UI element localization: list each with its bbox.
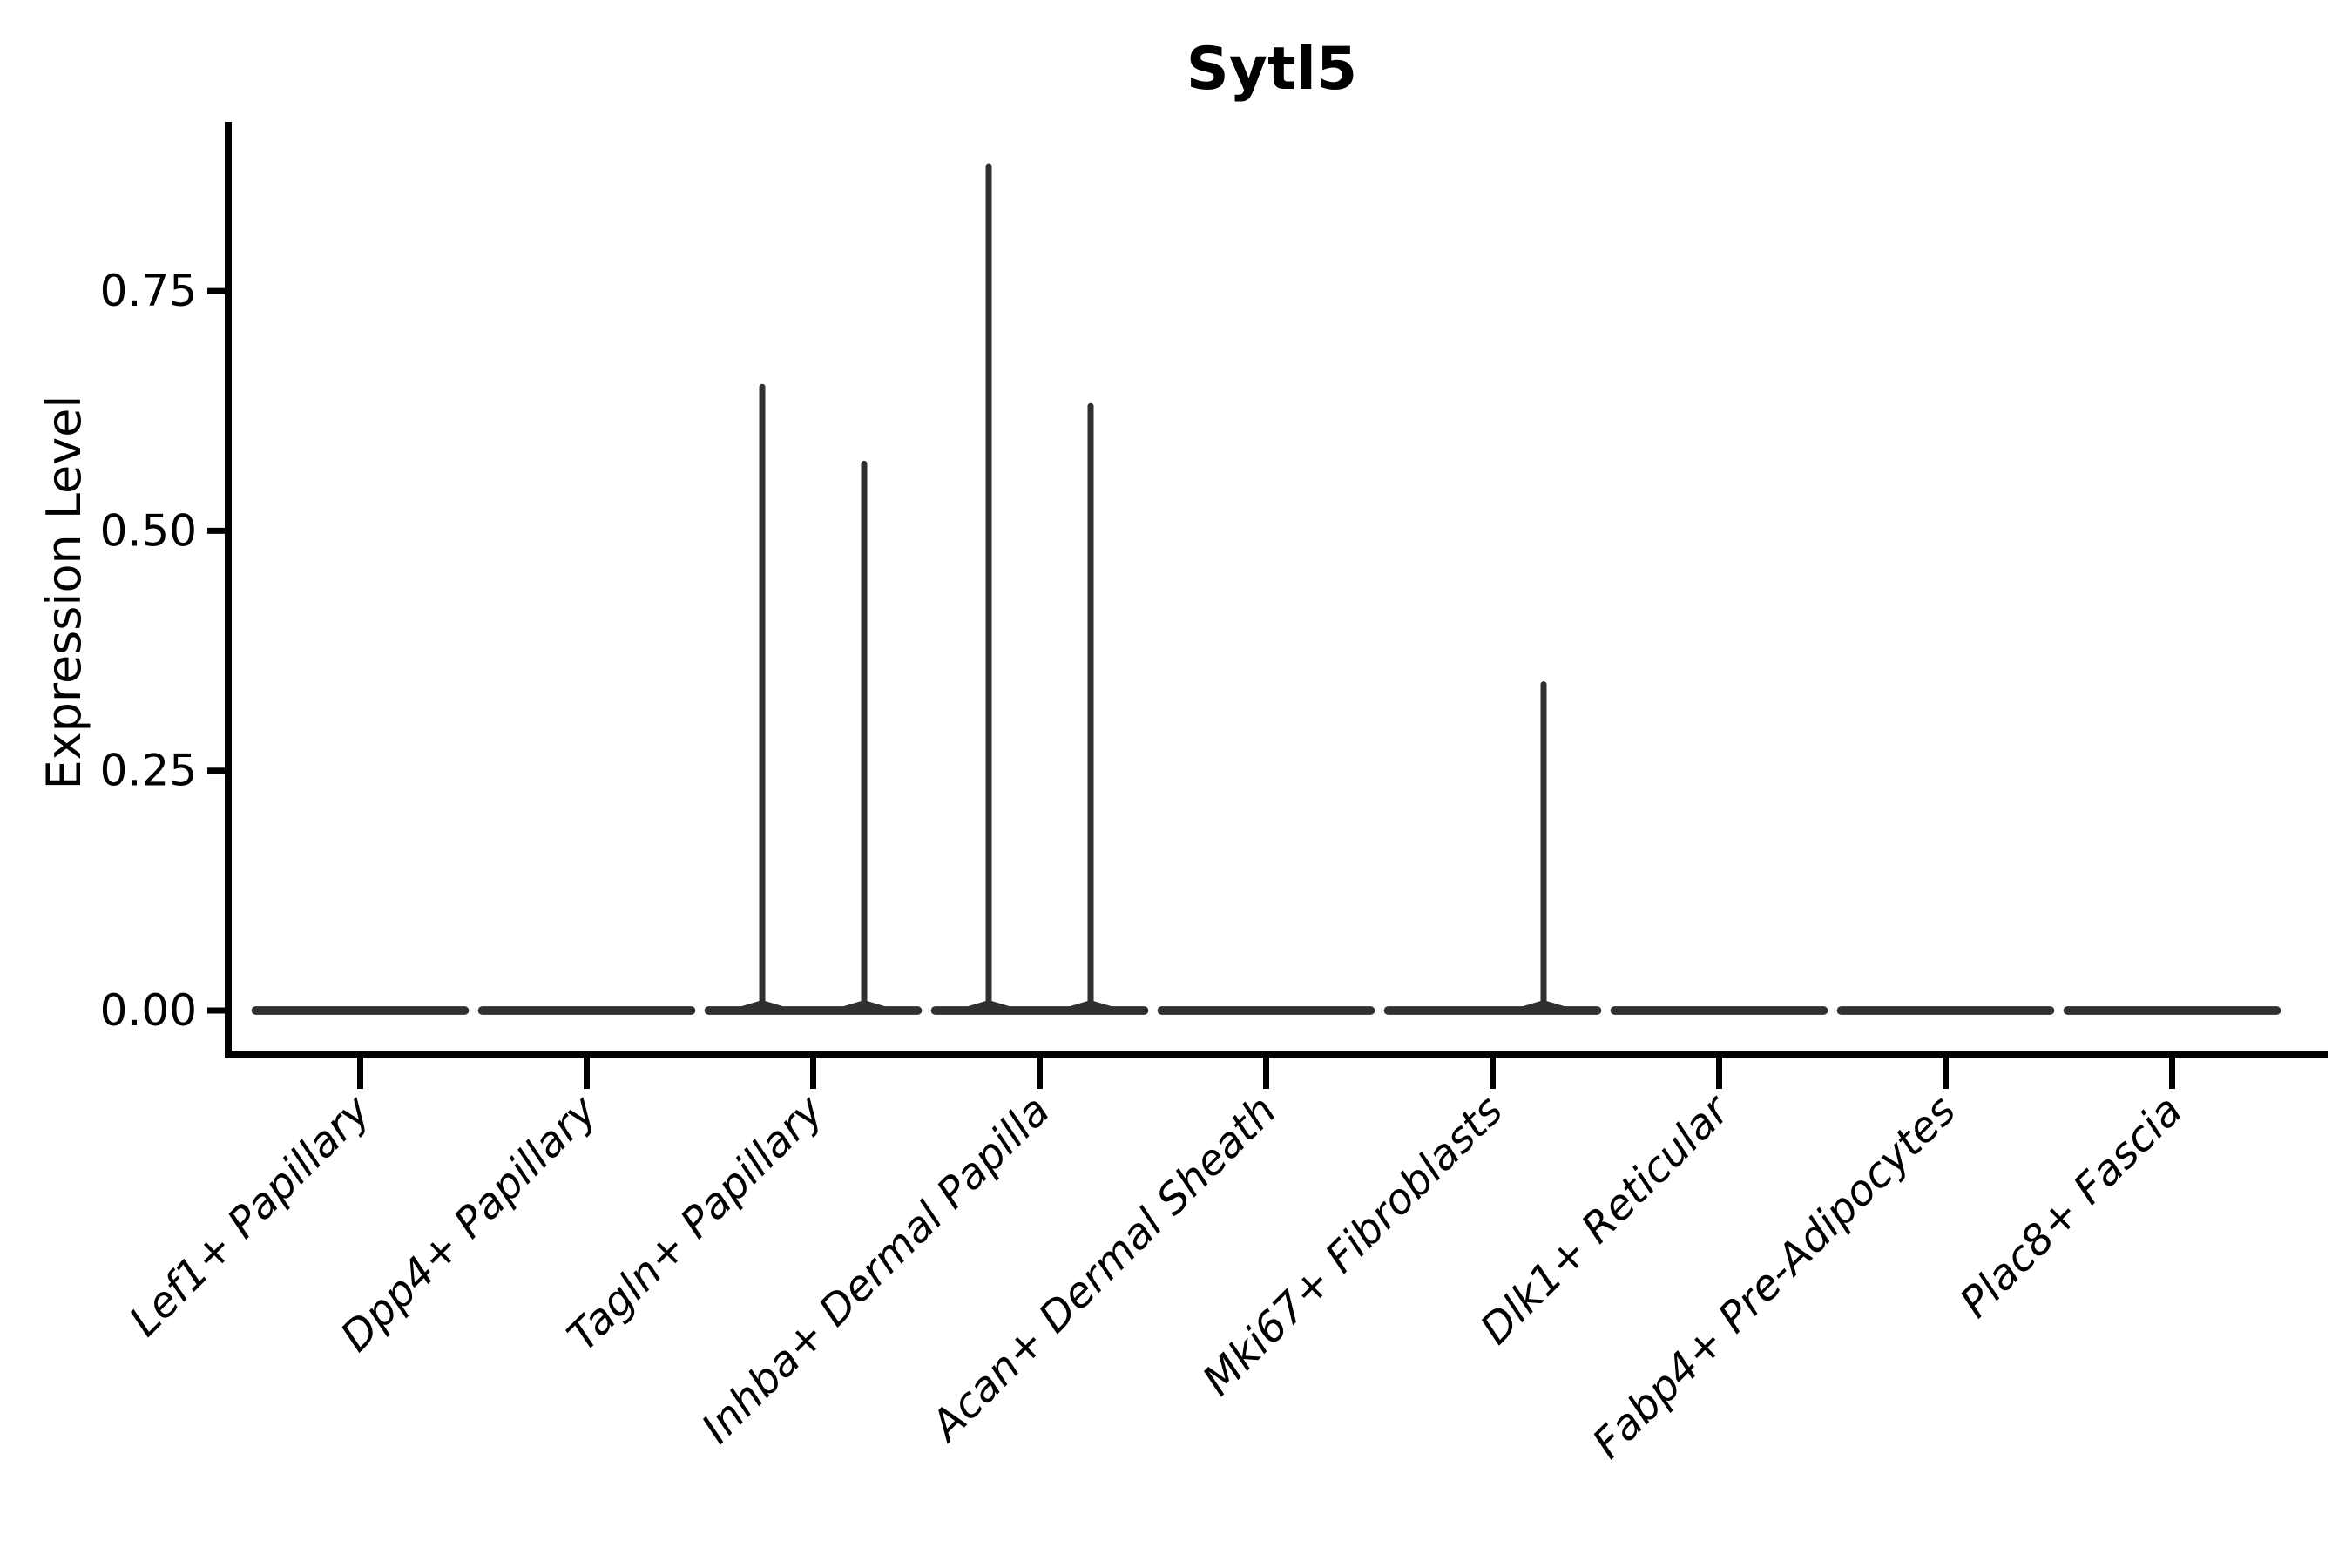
y-tick-label: 0.25 [100,746,197,796]
y-tick-label: 0.75 [100,266,197,316]
y-tick-label: 0.50 [100,505,197,556]
chart-title: Sytl5 [1186,35,1357,104]
y-axis-ticks: 0.00 0.25 0.50 0.75 [100,266,228,1036]
y-tick-label: 0.00 [100,985,197,1036]
x-tick-label: Lef1+ Papillary [120,1085,381,1346]
x-tick-label: Dlk1+ Reticular [1471,1085,1741,1355]
x-tick-label: Plac8+ Fascia [1950,1086,2192,1328]
axes [225,122,2328,1058]
x-tick-label: Fabp4+ Pre-Adipocytes [1583,1086,1965,1469]
violins [251,163,2281,1015]
y-axis-label: Expression Level [37,395,91,790]
